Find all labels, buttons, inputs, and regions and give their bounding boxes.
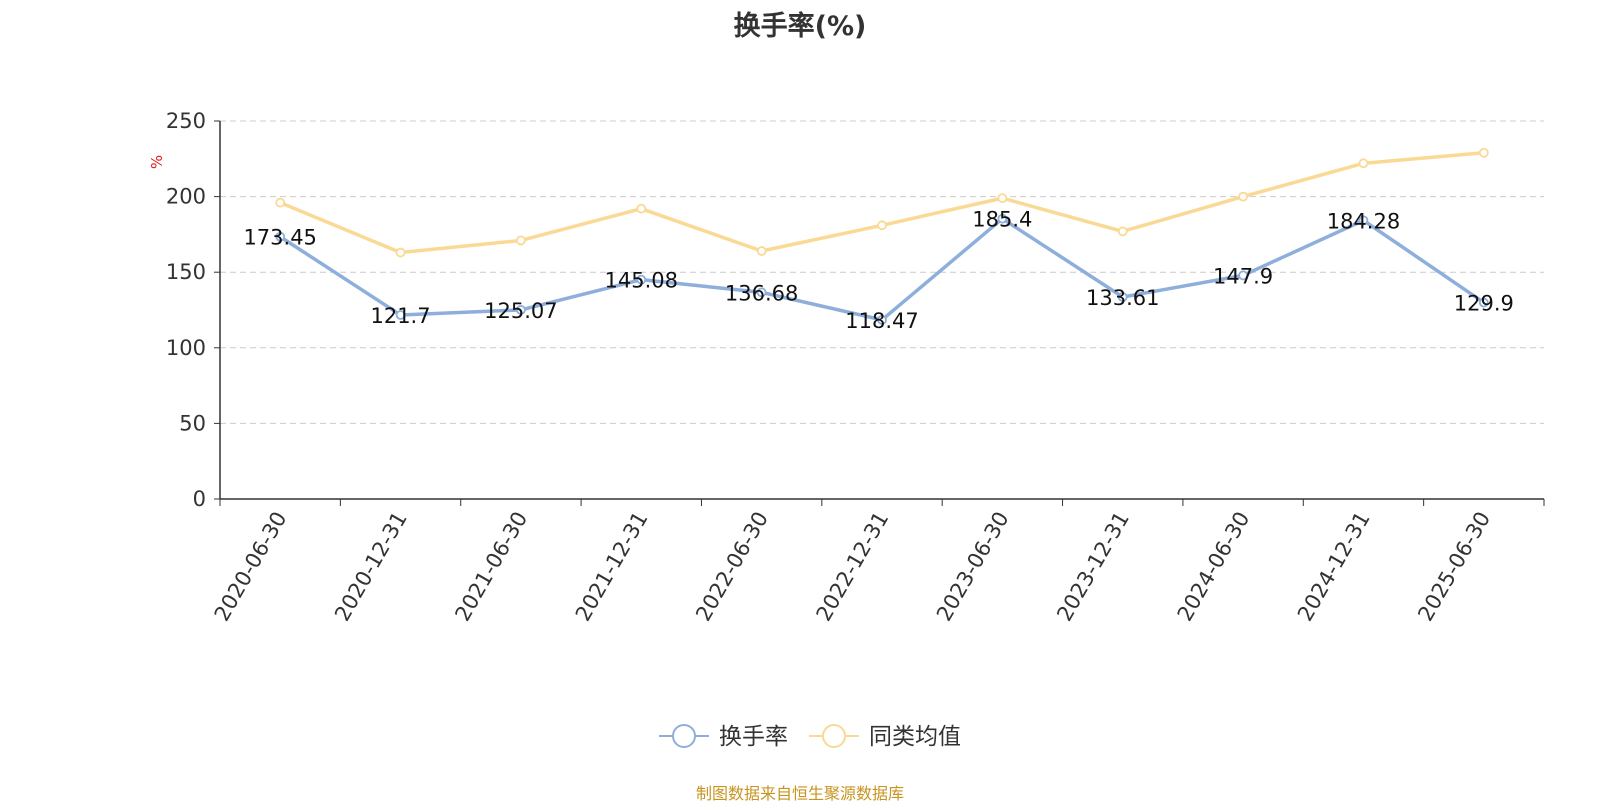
data-point[interactable] — [877, 314, 887, 325]
x-tick-label: 2024-12-31 — [1293, 508, 1375, 626]
legend-label: 换手率 — [719, 724, 788, 750]
data-label: 147.9 — [1213, 264, 1273, 288]
y-tick-label: 50 — [179, 411, 206, 435]
x-tick-label: 2023-06-30 — [932, 508, 1014, 626]
data-label: 136.68 — [725, 281, 798, 305]
x-tick-label: 2021-06-30 — [450, 508, 532, 626]
data-label: 133.61 — [1086, 286, 1159, 310]
data-point[interactable] — [395, 247, 406, 258]
y-tick-label: 200 — [166, 185, 206, 209]
data-point[interactable] — [997, 213, 1008, 224]
data-point[interactable] — [395, 310, 406, 320]
y-tick-label: 250 — [166, 109, 206, 133]
y-tick-label: 0 — [193, 487, 206, 511]
data-point[interactable] — [636, 203, 647, 214]
source-note: 制图数据来自恒生聚源数据库 — [695, 784, 904, 803]
data-point[interactable] — [275, 231, 286, 242]
legend-marker — [672, 724, 696, 748]
data-point[interactable] — [1238, 191, 1248, 202]
data-point[interactable] — [1358, 215, 1369, 226]
data-label: 185.4 — [972, 208, 1032, 232]
data-label: 125.07 — [484, 299, 557, 323]
x-tick-label: 2022-06-30 — [691, 508, 773, 626]
data-label: 121.7 — [370, 304, 430, 328]
x-tick-label: 2021-12-31 — [571, 508, 653, 626]
y-tick-label: 150 — [166, 260, 206, 284]
axis-layer: 0 50 100 150 200 250% 2020-06-30 2020-12-31 2021… — [148, 109, 1545, 626]
data-point[interactable] — [1478, 297, 1489, 308]
data-point[interactable] — [516, 235, 526, 246]
data-label: 173.45 — [243, 226, 316, 250]
data-label: 129.9 — [1454, 292, 1514, 316]
x-tick-label: 2023-12-31 — [1052, 508, 1134, 626]
x-tick-label: 2020-12-31 — [330, 508, 412, 626]
x-tick-label: 2025-06-30 — [1413, 508, 1495, 626]
data-label: 145.08 — [605, 269, 678, 293]
legend-item[interactable]: 同类均值 — [809, 724, 961, 750]
data-point[interactable] — [756, 287, 767, 298]
x-tick-label: 2022-12-31 — [812, 508, 894, 626]
data-point[interactable] — [1117, 292, 1128, 302]
y-axis-label: % — [148, 155, 166, 169]
data-point[interactable] — [1238, 270, 1248, 281]
data-point[interactable] — [877, 220, 887, 231]
data-point[interactable] — [997, 193, 1008, 204]
data-point[interactable] — [275, 197, 286, 208]
data-point[interactable] — [1358, 158, 1369, 169]
data-point[interactable] — [636, 274, 647, 285]
data-label: 118.47 — [845, 309, 918, 333]
data-point[interactable] — [756, 246, 767, 256]
x-tick-label: 2024-06-30 — [1173, 508, 1255, 626]
legend[interactable]: 换手率 同类均值 — [659, 724, 961, 750]
legend-marker — [822, 724, 846, 748]
data-label: 184.28 — [1327, 209, 1400, 233]
x-tick-label: 2020-06-30 — [210, 508, 292, 626]
data-point[interactable] — [1478, 147, 1489, 158]
y-tick-label: 100 — [166, 336, 206, 360]
series-layer — [275, 147, 1489, 325]
series-line-1 — [278, 151, 1486, 255]
series-line-0 — [278, 216, 1486, 322]
data-label-layer: 173.45 121.7 125.07 145.08 136.68 118.47 185.4… — [243, 208, 1513, 333]
grid-layer — [220, 120, 1544, 424]
legend-label: 同类均值 — [869, 724, 961, 750]
data-point[interactable] — [516, 304, 526, 315]
legend-item[interactable]: 换手率 — [659, 724, 788, 750]
chart-title: 换手率(%) — [733, 11, 867, 42]
data-point[interactable] — [1117, 226, 1128, 237]
